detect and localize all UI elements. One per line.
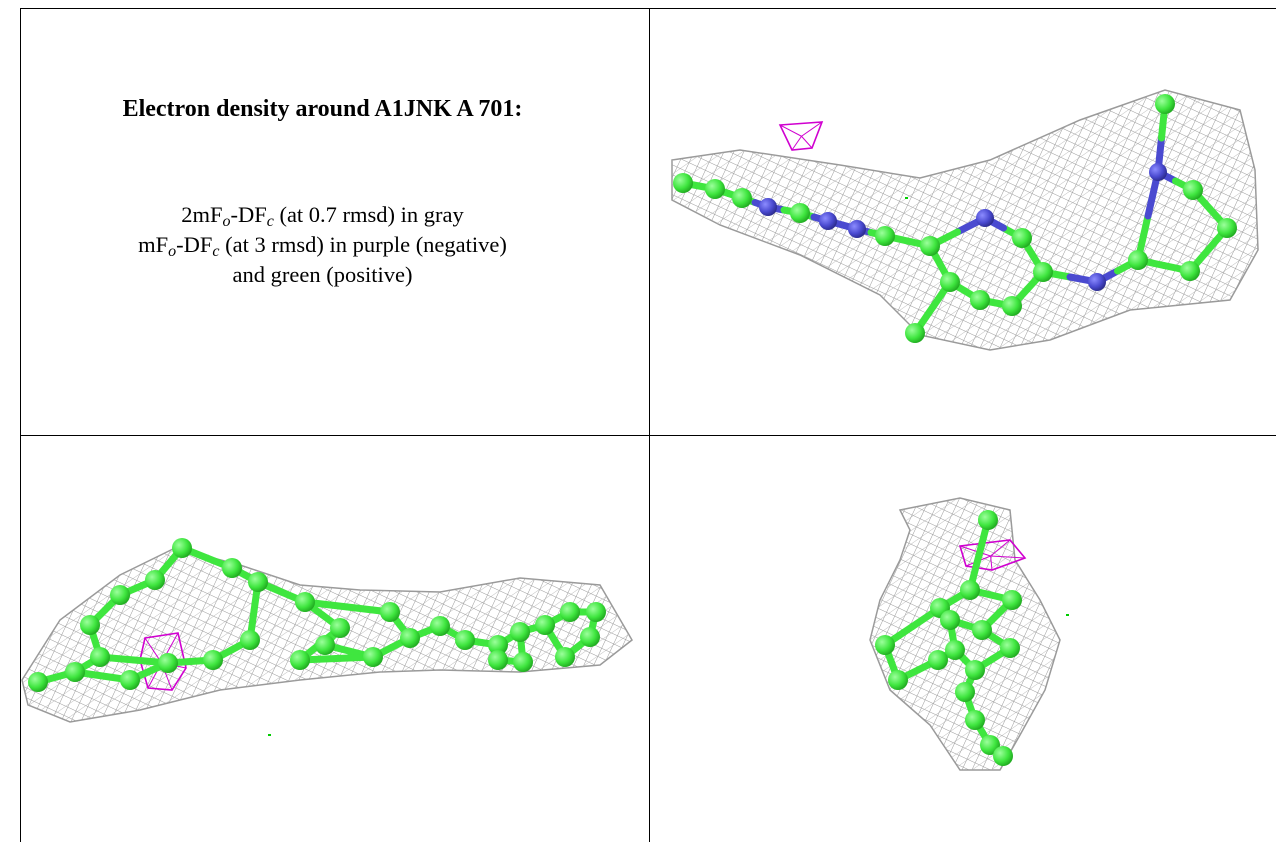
carbon-atom (110, 585, 130, 605)
carbon-atom (920, 236, 940, 256)
carbon-atom (1183, 180, 1203, 200)
carbon-atom (400, 628, 420, 648)
caption-legend: 2mFo-DFc (at 0.7 rmsd) in gray mFo-DFc (… (20, 200, 625, 290)
border-left (20, 8, 21, 842)
carbon-atom (1002, 296, 1022, 316)
carbon-atom (1155, 94, 1175, 114)
carbon-atom (705, 179, 725, 199)
carbon-atom (1033, 262, 1053, 282)
carbon-atom (290, 650, 310, 670)
legend-line-gray: 2mFo-DFc (at 0.7 rmsd) in gray (181, 202, 464, 230)
legend-line-purple: mFo-DFc (at 3 rmsd) in purple (negative) (138, 232, 507, 260)
density-positive-speck (1066, 614, 1069, 616)
density-negative-strand (990, 555, 1026, 559)
carbon-atom (965, 710, 985, 730)
legend-line-green: and green (positive) (232, 262, 413, 287)
density-negative-strand (791, 135, 802, 151)
carbon-atom (513, 652, 533, 672)
density-negative-strand (801, 121, 823, 137)
carbon-atom (905, 323, 925, 343)
carbon-atom (488, 650, 508, 670)
carbon-atom (240, 630, 260, 650)
carbon-atom (972, 620, 992, 640)
carbon-atom (510, 622, 530, 642)
carbon-atom (295, 592, 315, 612)
carbon-atom (940, 272, 960, 292)
carbon-atom (888, 670, 908, 690)
carbon-atom (80, 615, 100, 635)
carbon-atom (945, 640, 965, 660)
nitrogen-atom (1088, 273, 1106, 291)
carbon-atom (363, 647, 383, 667)
carbon-atom (732, 188, 752, 208)
carbon-atom (120, 670, 140, 690)
density-positive-speck (905, 197, 908, 199)
carbon-atom (875, 226, 895, 246)
carbon-atom (430, 616, 450, 636)
carbon-atom (172, 538, 192, 558)
carbon-atom (928, 650, 948, 670)
nitrogen-atom (848, 220, 866, 238)
nitrogen-atom (1149, 163, 1167, 181)
divider-horizontal (20, 435, 1276, 436)
density-negative-strand (990, 555, 993, 571)
carbon-atom (1180, 261, 1200, 281)
carbon-atom (145, 570, 165, 590)
divider-vertical (649, 8, 650, 842)
carbon-atom (315, 635, 335, 655)
carbon-atom (1002, 590, 1022, 610)
carbon-atom (875, 635, 895, 655)
carbon-atom (380, 602, 400, 622)
view-bottom-right (869, 497, 1061, 771)
carbon-atom (222, 558, 242, 578)
carbon-atom (488, 635, 508, 655)
density-mesh-gray-overlay (672, 90, 1258, 350)
carbon-atom (555, 647, 575, 667)
density-negative-purple (958, 539, 1027, 571)
border-top (20, 8, 1276, 9)
density-positive-speck (268, 734, 271, 736)
carbon-atom (960, 580, 980, 600)
density-mesh-gray-overlay (870, 498, 1060, 770)
carbon-atom (978, 510, 998, 530)
view-bottom-left (21, 538, 633, 723)
density-negative-strand (990, 539, 1011, 557)
carbon-atom (158, 653, 178, 673)
carbon-atom (1000, 638, 1020, 658)
carbon-atom (965, 660, 985, 680)
carbon-atom (65, 662, 85, 682)
carbon-atom (535, 615, 555, 635)
carbon-atom (955, 682, 975, 702)
nitrogen-atom (759, 198, 777, 216)
carbon-atom (28, 672, 48, 692)
carbon-atom (330, 618, 350, 638)
view-top-right (671, 89, 1259, 351)
page-title: Electron density around A1JNK A 701: (122, 96, 523, 122)
carbon-atom (586, 602, 606, 622)
carbon-atom (248, 572, 268, 592)
nitrogen-atom (976, 209, 994, 227)
carbon-atom (1128, 250, 1148, 270)
carbon-atom (940, 610, 960, 630)
carbon-atom (1217, 218, 1237, 238)
carbon-atom (90, 647, 110, 667)
carbon-atom (560, 602, 580, 622)
density-negative-strand (801, 135, 813, 149)
carbon-atom (673, 173, 693, 193)
carbon-atom (1012, 228, 1032, 248)
carbon-atom (970, 290, 990, 310)
carbon-atom (790, 203, 810, 223)
carbon-atom (203, 650, 223, 670)
density-negative-strand (959, 545, 991, 557)
carbon-atom (993, 746, 1013, 766)
nitrogen-atom (819, 212, 837, 230)
density-negative-strand (779, 124, 802, 137)
carbon-atom (580, 627, 600, 647)
carbon-atom (455, 630, 475, 650)
